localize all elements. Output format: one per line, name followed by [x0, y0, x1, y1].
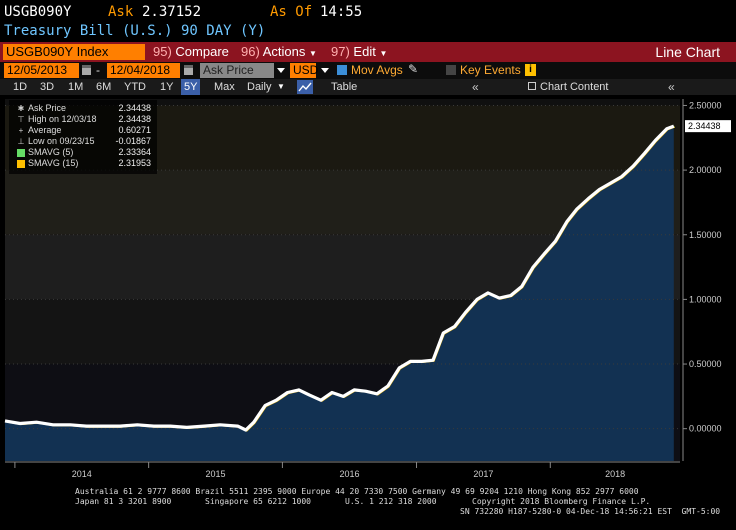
star-icon: ✱ — [17, 104, 25, 113]
collapse-right-icon[interactable]: « — [668, 80, 675, 94]
mov-avgs-checkbox[interactable] — [337, 65, 347, 75]
range-6m[interactable]: 6M — [96, 81, 112, 93]
date-separator: - — [96, 63, 100, 77]
legend-smavg15: SMAVG (15) 2.31953 — [9, 158, 157, 169]
green-swatch-icon — [17, 149, 25, 157]
y-axis-panel — [680, 95, 736, 462]
x-tick-label: 2016 — [339, 469, 359, 479]
pencil-icon[interactable]: ✎ — [408, 62, 419, 76]
ticker-label: USGB090Y — [4, 4, 72, 20]
actions-button[interactable]: 96) Actions ▼ — [241, 44, 317, 60]
key-events-label: Key Events — [460, 63, 521, 77]
function-toolbar: USGB090Y Index 95) Compare 96) Actions ▼… — [0, 42, 736, 62]
currency-select[interactable]: USD — [290, 63, 318, 78]
yellow-swatch-icon — [17, 160, 25, 168]
footer-copyright: Copyright 2018 Bloomberg Finance L.P. — [472, 497, 651, 506]
legend-high: ⊤ High on 12/03/18 2.34438 — [17, 114, 151, 124]
range-ytd[interactable]: YTD — [124, 81, 146, 93]
footer-singapore: Singapore 65 6212 1000 — [205, 497, 311, 506]
asof-label: As Of — [270, 4, 313, 20]
ask-value: 2.37152 — [142, 4, 202, 20]
field-select[interactable]: Ask Price — [200, 63, 274, 78]
range-1d[interactable]: 1D — [13, 81, 28, 93]
actions-label: Actions — [262, 44, 306, 59]
actions-dropdown-icon: ▼ — [308, 49, 317, 58]
compare-label: Compare — [175, 44, 229, 59]
line-chart-icon — [298, 82, 312, 92]
x-tick-label: 2017 — [473, 469, 493, 479]
x-tick-label: 2014 — [72, 469, 92, 479]
security-header: USGB090Y Ask 2.37152 As Of 14:55 — [0, 0, 736, 22]
calendar-icon[interactable] — [184, 65, 193, 75]
index-ticker-field[interactable]: USGB090Y Index — [3, 44, 145, 60]
y-tick-label: 0.50000 — [689, 359, 722, 369]
x-axis-panel — [0, 461, 736, 484]
range-5y[interactable]: 5Y — [181, 79, 201, 95]
collapse-left-icon[interactable]: « — [472, 80, 479, 94]
x-tick-label: 2018 — [605, 469, 625, 479]
y-tick-label: 0.00000 — [689, 424, 722, 434]
frequency-select[interactable]: Daily — [247, 81, 272, 93]
edit-dropdown-icon: ▼ — [379, 49, 388, 58]
low-marker-icon: ⊥ — [17, 137, 25, 146]
range-1y[interactable]: 1Y — [160, 81, 174, 93]
range-bar: 1D 3D 1M 6M YTD 1Y 5Y Max Daily ▼ Table … — [0, 79, 736, 95]
ask-label: Ask — [108, 4, 134, 20]
legend-low: ⊥ Low on 09/23/15 -0.01867 — [17, 136, 151, 146]
price-area-fill — [5, 126, 674, 461]
edit-button[interactable]: 97) Edit ▼ — [331, 44, 387, 60]
currency-dropdown-icon[interactable] — [321, 68, 329, 73]
chart-legend: ✱ Ask Price 2.34438 ⊤ High on 12/03/18 2… — [9, 100, 157, 174]
asof-time: 14:55 — [320, 4, 363, 20]
footer-session: SN 732280 H187-5280-0 04-Dec-18 14:56:21… — [460, 507, 721, 516]
frequency-dropdown-icon[interactable]: ▼ — [277, 82, 285, 91]
key-events-checkbox[interactable] — [446, 65, 456, 75]
edit-label: Edit — [353, 44, 376, 59]
x-tick-label: 2015 — [206, 469, 226, 479]
y-tick-label: 1.00000 — [689, 294, 722, 304]
field-dropdown-icon[interactable] — [277, 68, 285, 73]
compare-number: 95) — [153, 44, 172, 59]
plus-icon: + — [18, 126, 24, 135]
options-bar: 12/05/2013 - 12/04/2018 Ask Price USD Mo… — [0, 62, 736, 79]
mov-avgs-label: Mov Avgs — [351, 63, 403, 77]
actions-number: 96) — [241, 44, 260, 59]
end-date-field[interactable]: 12/04/2018 — [107, 63, 180, 78]
line-chart[interactable]: 0.00000 0.50000 1.00000 1.50000 2.00000 2.500… — [0, 95, 736, 484]
chart-type-label: Line Chart — [655, 44, 720, 60]
legend-smavg5: SMAVG (5) 2.33364 — [9, 147, 157, 158]
edit-number: 97) — [331, 44, 350, 59]
background-band — [5, 99, 680, 106]
info-icon[interactable]: i — [525, 64, 536, 76]
high-marker-icon: ⊤ — [17, 115, 25, 124]
ask-price-line — [4, 124, 675, 432]
range-max[interactable]: Max — [214, 81, 235, 93]
security-description: Treasury Bill (U.S.) 90 DAY (Y) — [4, 23, 266, 39]
legend-average: + Average 0.60271 — [18, 125, 151, 135]
last-value-tag — [685, 120, 731, 133]
start-date-field[interactable]: 12/05/2013 — [4, 63, 79, 78]
range-3d[interactable]: 3D — [40, 81, 55, 93]
range-1m[interactable]: 1M — [68, 81, 84, 93]
compare-button[interactable]: 95) Compare — [153, 44, 229, 60]
last-value-label: 2.34438 — [688, 121, 721, 131]
footer: Australia 61 2 9777 8600 Brazil 5511 239… — [0, 484, 736, 530]
y-tick-label: 2.50000 — [689, 100, 722, 110]
y-tick-label: 1.50000 — [689, 230, 722, 240]
chart-mode-button[interactable] — [297, 80, 313, 94]
security-description-row: Treasury Bill (U.S.) 90 DAY (Y) — [0, 22, 736, 42]
chart-content-button[interactable]: Chart Content — [540, 81, 609, 93]
footer-us: U.S. 1 212 318 2000 — [345, 497, 437, 506]
footer-japan: Japan 81 3 3201 8900 — [75, 497, 172, 506]
footer-phone-line: Australia 61 2 9777 8600 Brazil 5511 239… — [75, 487, 639, 496]
calendar-icon[interactable] — [82, 65, 91, 75]
chart-content-icon — [528, 82, 536, 90]
y-tick-label: 2.00000 — [689, 165, 722, 175]
legend-ask-price: ✱ Ask Price 2.34438 — [17, 103, 151, 113]
table-button[interactable]: Table — [331, 81, 358, 93]
